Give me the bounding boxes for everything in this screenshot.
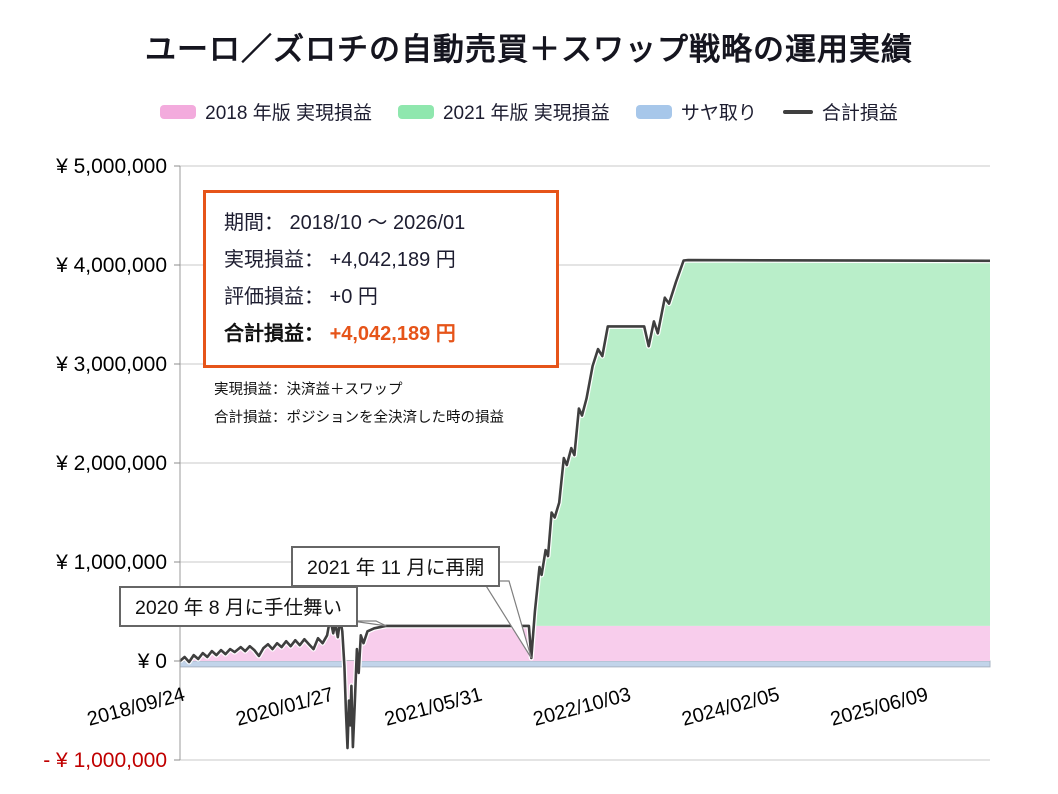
- x-axis-label: 2024/02/05: [680, 684, 782, 731]
- y-axis-label: ¥ 5,000,000: [55, 155, 167, 178]
- callout-leader-0: [351, 620, 387, 627]
- valuation-pl-line: 評価損益： +0 円: [224, 286, 378, 308]
- y-axis-label: ¥ 2,000,000: [55, 452, 167, 475]
- total-line: [179, 258, 991, 750]
- legend-line-marker: [782, 109, 813, 114]
- x-axis-label: 2022/10/03: [531, 684, 633, 731]
- total-pl-line: 合計損益： +4,042,189 円: [224, 316, 538, 353]
- note-realized-definition: 実現損益：決済益＋スワップ: [214, 382, 403, 398]
- total-pl-label: 合計損益：: [224, 323, 324, 345]
- period-line: 期間： 2018/10 ～ 2026/01: [224, 212, 466, 234]
- series-area-saya: [179, 660, 991, 668]
- series-area-realized2018: [180, 618, 990, 749]
- annotation-close-aug-2020: 2020 年 8 月に手仕舞い: [119, 586, 358, 627]
- legend-item-0: 2018 年版 実現損益: [160, 98, 372, 125]
- y-axis-label: ¥ 4,000,000: [55, 254, 167, 277]
- legend-label: 2018 年版 実現損益: [205, 103, 372, 124]
- annotation-restart-nov-2021: 2021 年 11 月に再開: [291, 546, 501, 587]
- legend-label: 2021 年版 実現損益: [442, 103, 610, 124]
- note-total-definition: 合計損益：ポジションを全決済した時の損益: [214, 410, 504, 426]
- y-axis-label: ¥ 0: [137, 650, 167, 673]
- x-axis-label: 2025/06/09: [828, 684, 930, 731]
- legend-item-1: 2021 年版 実現損益: [397, 98, 610, 125]
- y-axis-label: - ¥ 1,000,000: [43, 749, 167, 772]
- legend-label: サヤ取り: [680, 103, 757, 124]
- series-area-realized2021: [532, 260, 990, 626]
- legend-color-swatch: [635, 104, 672, 119]
- legend-label: 合計損益: [821, 103, 898, 124]
- legend-color-swatch: [397, 104, 434, 119]
- x-axis-label: 2020/01/27: [234, 684, 336, 731]
- legend-item-3: 合計損益: [782, 98, 898, 125]
- legend-item-2: サヤ取り: [635, 98, 757, 125]
- chart-legend: 2018 年版 実現損益 2021 年版 実現損益 サヤ取り 合計損益: [0, 98, 1058, 125]
- total-pl-value: +4,042,189 円: [329, 323, 456, 345]
- realized-pl-line: 実現損益： +4,042,189 円: [224, 249, 456, 271]
- x-axis-label: 2021/05/31: [382, 684, 484, 731]
- legend-color-swatch: [160, 104, 197, 119]
- page-title: ユーロ／ズロチの自動売買＋スワップ戦略の運用実績: [145, 32, 913, 67]
- y-axis-label: ¥ 3,000,000: [55, 353, 167, 376]
- x-axis-label: 2018/09/24: [85, 684, 187, 731]
- summary-box: 期間： 2018/10 ～ 2026/01 実現損益： +4,042,189 円…: [203, 190, 559, 368]
- y-axis-label: ¥ 1,000,000: [55, 551, 167, 574]
